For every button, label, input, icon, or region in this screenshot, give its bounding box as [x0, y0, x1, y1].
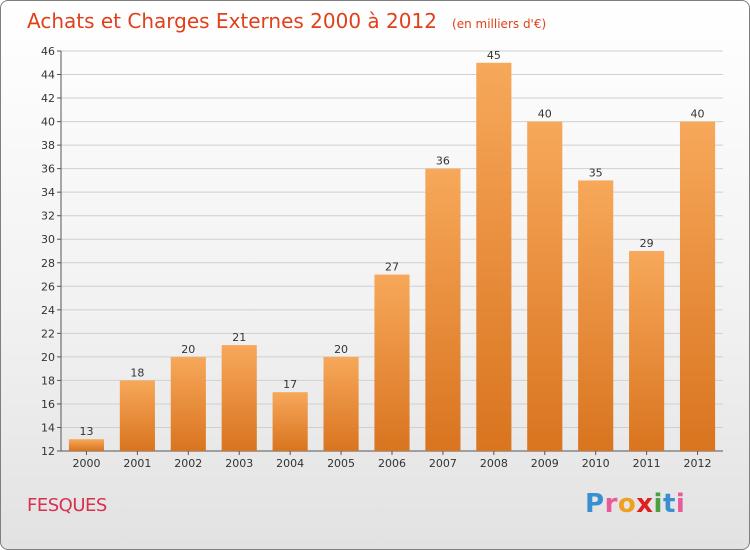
y-tick-label: 20 [41, 351, 55, 364]
x-tick-label-2001: 2001 [123, 457, 151, 470]
data-label-2012: 40 [691, 108, 705, 121]
y-tick-label: 42 [41, 92, 55, 105]
commune-name: FESQUES [27, 495, 107, 516]
bar-2008 [476, 62, 512, 451]
bar-2002 [170, 356, 206, 451]
chart-title-row: Achats et Charges Externes 2000 à 2012 (… [27, 9, 546, 33]
x-tick-label-2003: 2003 [225, 457, 253, 470]
data-label-2009: 40 [538, 108, 552, 121]
bar-2011 [629, 251, 665, 451]
data-label-2010: 35 [589, 166, 603, 179]
x-tick-label-2012: 2012 [684, 457, 712, 470]
x-tick-label-2002: 2002 [174, 457, 202, 470]
data-label-2005: 20 [334, 343, 348, 356]
y-tick-label: 14 [41, 421, 55, 434]
data-label-2002: 20 [181, 343, 195, 356]
logo-letter: r [604, 489, 618, 519]
x-tick-label-2007: 2007 [429, 457, 457, 470]
x-tick-label-2000: 2000 [72, 457, 100, 470]
bar-2010 [578, 180, 614, 452]
y-tick-label: 40 [41, 116, 55, 129]
y-tick-label: 46 [41, 45, 55, 58]
bar-2007 [425, 168, 461, 451]
bar-2012 [679, 121, 716, 452]
data-label-2004: 17 [283, 378, 297, 391]
data-label-2008: 45 [487, 49, 501, 62]
y-tick-label: 12 [41, 445, 55, 458]
bar-2006 [374, 274, 410, 451]
y-tick-label: 16 [41, 398, 55, 411]
data-labels: 13 18 20 21 17 20 27 36 45 40 35 29 40 [79, 49, 704, 438]
data-label-2003: 21 [232, 331, 246, 344]
logo-letter: x [636, 489, 654, 519]
bar-2001 [119, 380, 155, 451]
y-tick-label: 36 [41, 163, 55, 176]
x-tick-label-2009: 2009 [531, 457, 559, 470]
data-label-2007: 36 [436, 155, 450, 168]
logo-letter: o [617, 489, 637, 519]
y-tick-label: 38 [41, 139, 55, 152]
logo-letter: t [662, 489, 676, 519]
y-tick-label: 28 [41, 257, 55, 270]
bar-2003 [221, 345, 257, 451]
y-tick-label: 22 [41, 327, 55, 340]
x-tick-label-2006: 2006 [378, 457, 406, 470]
y-tick-label: 26 [41, 280, 55, 293]
bar-2000 [68, 439, 105, 451]
bar-2005 [323, 356, 359, 451]
bar-2009 [527, 121, 563, 452]
logo-letter: i [653, 489, 663, 519]
chart-title: Achats et Charges Externes 2000 à 2012 [27, 9, 437, 33]
chart-subtitle: (en milliers d'€) [452, 17, 547, 31]
data-label-2001: 18 [130, 366, 144, 379]
y-tick-label: 18 [41, 374, 55, 387]
x-tick-label-2008: 2008 [480, 457, 508, 470]
x-tick-label-2011: 2011 [633, 457, 661, 470]
proxiti-logo: Proxiti [585, 489, 685, 519]
y-tick-label: 32 [41, 210, 55, 223]
bars [68, 62, 716, 452]
data-label-2011: 29 [640, 237, 654, 250]
data-label-2006: 27 [385, 261, 399, 274]
y-tick-label: 24 [41, 304, 55, 317]
logo-letter: i [675, 489, 686, 519]
bar-2004 [272, 392, 308, 451]
data-label-2000: 13 [79, 425, 93, 438]
x-tick-label-2005: 2005 [327, 457, 355, 470]
x-tick-label-2004: 2004 [276, 457, 304, 470]
y-tick-label: 44 [41, 69, 55, 82]
logo-letter: P [585, 489, 605, 519]
x-tick-label-2010: 2010 [582, 457, 610, 470]
y-tick-label: 30 [41, 233, 55, 246]
y-tick-label: 34 [41, 186, 55, 199]
